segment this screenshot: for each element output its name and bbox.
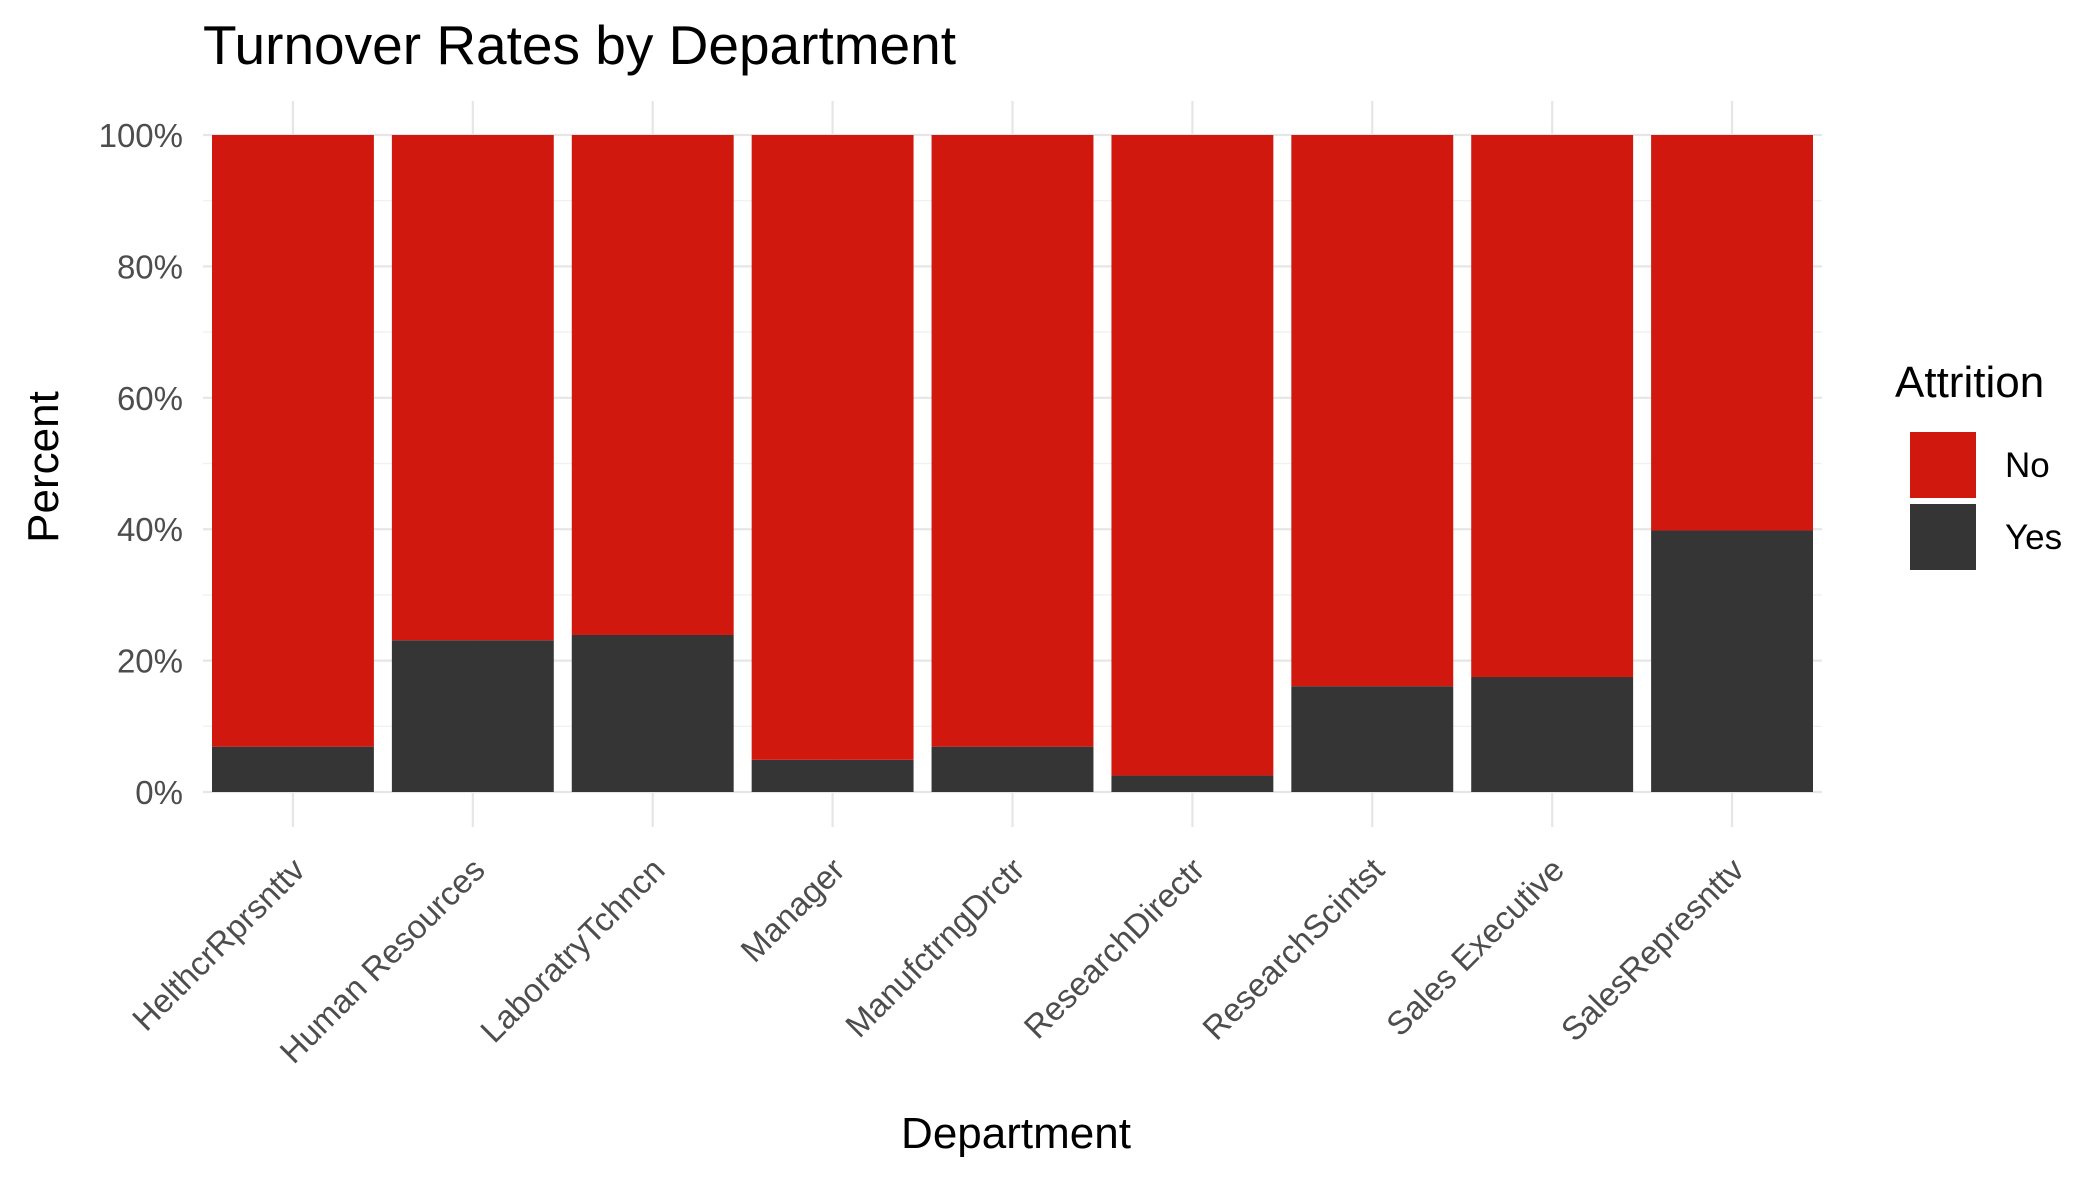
x-tick-label: Sales Executive bbox=[1379, 851, 1571, 1043]
bars bbox=[211, 135, 1814, 792]
bar-yes-6 bbox=[1291, 686, 1454, 792]
x-tick-label: LaboratryTchncn bbox=[473, 851, 672, 1050]
y-tick-label: 100% bbox=[99, 117, 183, 154]
x-axis-title: Department bbox=[901, 1109, 1131, 1158]
bar-yes-1 bbox=[391, 640, 554, 792]
x-tick-label: SalesRepresnttv bbox=[1554, 850, 1752, 1048]
x-tick-label: ManufctrngDrctr bbox=[838, 851, 1031, 1044]
x-tick-label: ResearchDirectr bbox=[1017, 851, 1212, 1046]
bar-yes-3 bbox=[751, 759, 914, 792]
x-tick-label: Manager bbox=[733, 851, 851, 969]
bar-yes-7 bbox=[1471, 677, 1634, 792]
legend-key-yes bbox=[1910, 504, 1976, 570]
y-axis-title: Percent bbox=[19, 391, 68, 543]
bar-yes-8 bbox=[1651, 530, 1814, 792]
bar-no-2 bbox=[571, 135, 734, 635]
bar-no-8 bbox=[1651, 135, 1814, 531]
legend: Attrition No Yes bbox=[1895, 358, 2062, 570]
bar-yes-2 bbox=[571, 634, 734, 792]
legend-label-no: No bbox=[2005, 446, 2050, 485]
legend-key-no bbox=[1910, 432, 1976, 498]
bar-no-6 bbox=[1291, 135, 1454, 687]
y-tick-label: 80% bbox=[117, 248, 183, 285]
bar-yes-4 bbox=[931, 746, 1094, 792]
bar-no-5 bbox=[1111, 135, 1274, 776]
bar-yes-0 bbox=[211, 746, 374, 792]
y-tick-label: 0% bbox=[135, 774, 183, 811]
y-tick-label: 40% bbox=[117, 511, 183, 548]
bar-no-7 bbox=[1471, 135, 1634, 678]
bar-yes-5 bbox=[1111, 775, 1274, 792]
legend-label-yes: Yes bbox=[2005, 518, 2062, 557]
bar-no-1 bbox=[391, 135, 554, 641]
bar-no-0 bbox=[211, 135, 374, 747]
chart-title: Turnover Rates by Department bbox=[203, 14, 956, 76]
x-tick-label: Human Resources bbox=[272, 851, 491, 1070]
bar-no-4 bbox=[931, 135, 1094, 747]
x-tick-label: ResearchScintst bbox=[1195, 851, 1391, 1047]
x-tick-label: HelthcrRprsnttv bbox=[125, 850, 312, 1037]
y-tick-label: 20% bbox=[117, 643, 183, 680]
bar-no-3 bbox=[751, 135, 914, 760]
y-tick-label: 60% bbox=[117, 380, 183, 417]
y-axis-ticks: 0% 20% 40% 60% 80% 100% bbox=[99, 117, 183, 811]
legend-title: Attrition bbox=[1895, 358, 2044, 407]
